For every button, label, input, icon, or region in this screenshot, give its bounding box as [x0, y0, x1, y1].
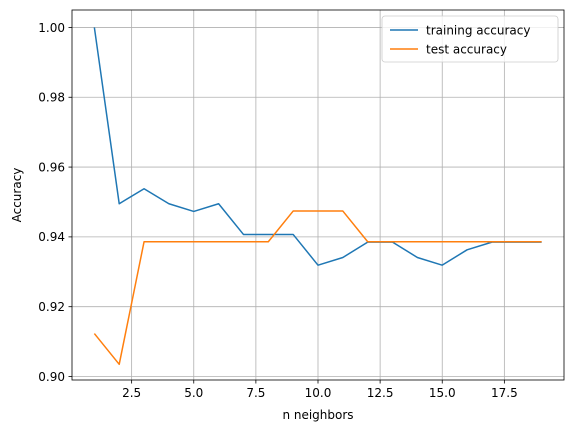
y-axis-label: Accuracy — [10, 168, 24, 223]
legend-box — [381, 15, 559, 63]
legend-label-test-accuracy: test accuracy — [426, 42, 507, 56]
legend-label-training-accuracy: training accuracy — [426, 23, 530, 37]
y-tick-label: 0.90 — [38, 370, 65, 384]
x-tick-label: 5.0 — [184, 386, 203, 400]
x-tick-label: 10.0 — [305, 386, 332, 400]
x-tick-label: 12.5 — [367, 386, 394, 400]
y-axis: 0.90 0.92 0.94 0.96 0.98 1.00 — [38, 21, 72, 384]
x-axis-label: n neighbors — [282, 408, 353, 422]
x-tick-label: 7.5 — [246, 386, 265, 400]
y-tick-label: 0.92 — [38, 300, 65, 314]
series-line-test-accuracy — [93, 210, 542, 366]
x-axis: 2.5 5.0 7.5 10.0 12.5 15.0 17.5 — [122, 380, 518, 400]
x-tick-label: 15.0 — [429, 386, 456, 400]
series-lines — [93, 27, 542, 366]
grid-lines — [72, 10, 564, 380]
x-tick-label: 2.5 — [122, 386, 141, 400]
legend: training accuracy test accuracy — [381, 15, 559, 63]
x-tick-label: 17.5 — [491, 386, 518, 400]
y-tick-label: 0.96 — [38, 160, 65, 174]
series-line-training-accuracy — [93, 27, 542, 266]
y-tick-label: 0.98 — [38, 91, 65, 105]
y-tick-label: 0.94 — [38, 230, 65, 244]
y-tick-label: 1.00 — [38, 21, 65, 35]
